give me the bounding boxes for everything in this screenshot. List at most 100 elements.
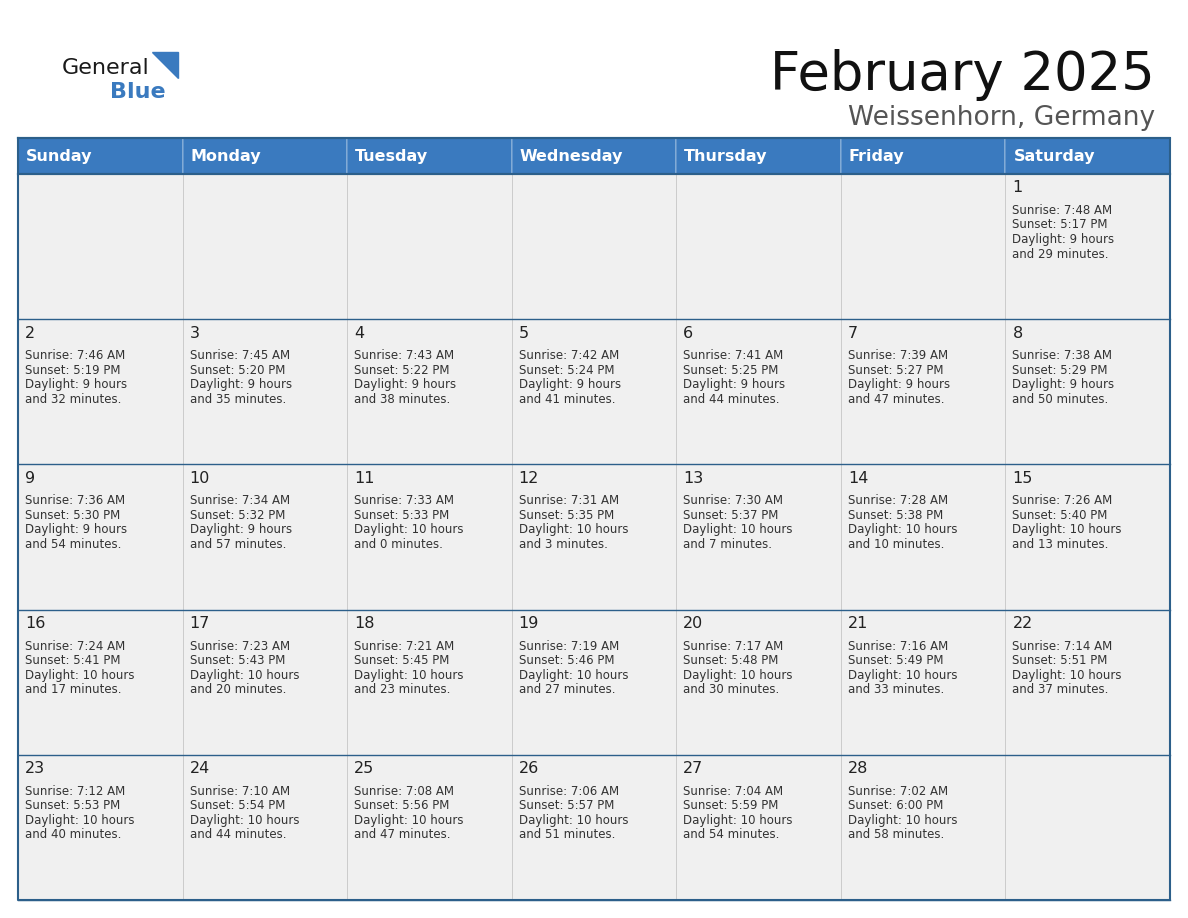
Text: Sunrise: 7:39 AM: Sunrise: 7:39 AM [848,349,948,363]
Text: Daylight: 10 hours: Daylight: 10 hours [848,813,958,827]
Text: 28: 28 [848,761,868,777]
Bar [841,465,1005,610]
Bar [347,610,512,755]
Text: Sunrise: 7:14 AM: Sunrise: 7:14 AM [1012,640,1113,653]
Text: Daylight: 10 hours: Daylight: 10 hours [354,668,463,681]
Polygon shape [152,52,178,78]
Bar [676,755,841,900]
Text: 16: 16 [25,616,45,631]
Text: Sunrise: 7:46 AM: Sunrise: 7:46 AM [25,349,125,363]
Text: Sunset: 5:35 PM: Sunset: 5:35 PM [519,509,614,522]
Text: 22: 22 [1012,616,1032,631]
Text: Daylight: 10 hours: Daylight: 10 hours [190,813,299,827]
Text: and 17 minutes.: and 17 minutes. [25,683,121,696]
Bar [512,755,676,900]
Text: Sunset: 5:53 PM: Sunset: 5:53 PM [25,800,120,812]
Text: Daylight: 9 hours: Daylight: 9 hours [25,523,127,536]
Text: and 44 minutes.: and 44 minutes. [683,393,779,406]
Text: Daylight: 10 hours: Daylight: 10 hours [25,668,134,681]
Text: February 2025: February 2025 [770,49,1155,101]
Text: Sunset: 5:30 PM: Sunset: 5:30 PM [25,509,120,522]
Text: and 27 minutes.: and 27 minutes. [519,683,615,696]
Text: Sunday: Sunday [26,149,93,163]
Text: Sunset: 5:59 PM: Sunset: 5:59 PM [683,800,778,812]
Text: Sunrise: 7:28 AM: Sunrise: 7:28 AM [848,495,948,508]
Text: Sunset: 5:54 PM: Sunset: 5:54 PM [190,800,285,812]
Text: Sunset: 5:45 PM: Sunset: 5:45 PM [354,655,449,667]
Text: and 54 minutes.: and 54 minutes. [683,828,779,841]
Bar [676,174,841,319]
Bar [347,465,512,610]
Text: Sunset: 6:00 PM: Sunset: 6:00 PM [848,800,943,812]
Text: Blue: Blue [110,82,165,102]
Bar [347,174,512,319]
Text: and 47 minutes.: and 47 minutes. [354,828,450,841]
Text: Daylight: 9 hours: Daylight: 9 hours [848,378,950,391]
Text: Sunset: 5:19 PM: Sunset: 5:19 PM [25,364,120,376]
Text: Thursday: Thursday [684,149,767,163]
Text: Sunrise: 7:24 AM: Sunrise: 7:24 AM [25,640,125,653]
Text: 7: 7 [848,326,858,341]
Text: and 0 minutes.: and 0 minutes. [354,538,443,551]
Text: Sunrise: 7:23 AM: Sunrise: 7:23 AM [190,640,290,653]
Text: 25: 25 [354,761,374,777]
Bar [512,465,676,610]
Text: Daylight: 9 hours: Daylight: 9 hours [354,378,456,391]
Bar [183,610,347,755]
Text: Monday: Monday [190,149,261,163]
Text: 13: 13 [683,471,703,486]
Text: Sunrise: 7:48 AM: Sunrise: 7:48 AM [1012,204,1112,217]
Text: Friday: Friday [849,149,904,163]
Bar [1005,465,1170,610]
Text: Sunset: 5:33 PM: Sunset: 5:33 PM [354,509,449,522]
Text: 18: 18 [354,616,374,631]
Bar [18,465,183,610]
Text: Sunset: 5:29 PM: Sunset: 5:29 PM [1012,364,1108,376]
Text: and 41 minutes.: and 41 minutes. [519,393,615,406]
Text: and 44 minutes.: and 44 minutes. [190,828,286,841]
Bar [841,319,1005,465]
Text: Daylight: 10 hours: Daylight: 10 hours [848,523,958,536]
Text: Sunset: 5:25 PM: Sunset: 5:25 PM [683,364,778,376]
Text: Sunrise: 7:02 AM: Sunrise: 7:02 AM [848,785,948,798]
Text: and 7 minutes.: and 7 minutes. [683,538,772,551]
Text: Sunset: 5:37 PM: Sunset: 5:37 PM [683,509,778,522]
Text: Daylight: 9 hours: Daylight: 9 hours [25,378,127,391]
Bar [18,138,183,174]
Text: and 3 minutes.: and 3 minutes. [519,538,607,551]
Text: 17: 17 [190,616,210,631]
Text: Daylight: 9 hours: Daylight: 9 hours [683,378,785,391]
Text: Sunset: 5:40 PM: Sunset: 5:40 PM [1012,509,1107,522]
Text: and 38 minutes.: and 38 minutes. [354,393,450,406]
Text: and 23 minutes.: and 23 minutes. [354,683,450,696]
Text: Daylight: 10 hours: Daylight: 10 hours [519,523,628,536]
Text: Sunrise: 7:10 AM: Sunrise: 7:10 AM [190,785,290,798]
Text: 15: 15 [1012,471,1032,486]
Text: 11: 11 [354,471,374,486]
Bar [1005,319,1170,465]
Bar [676,138,841,174]
Bar [347,319,512,465]
Text: and 32 minutes.: and 32 minutes. [25,393,121,406]
Text: 8: 8 [1012,326,1023,341]
Text: 5: 5 [519,326,529,341]
Text: Daylight: 10 hours: Daylight: 10 hours [354,813,463,827]
Text: Sunrise: 7:43 AM: Sunrise: 7:43 AM [354,349,454,363]
Text: Daylight: 10 hours: Daylight: 10 hours [683,523,792,536]
Text: and 30 minutes.: and 30 minutes. [683,683,779,696]
Bar [1005,610,1170,755]
Text: Sunset: 5:20 PM: Sunset: 5:20 PM [190,364,285,376]
Bar [347,755,512,900]
Text: Sunrise: 7:06 AM: Sunrise: 7:06 AM [519,785,619,798]
Text: Daylight: 10 hours: Daylight: 10 hours [519,668,628,681]
Text: 9: 9 [25,471,36,486]
Bar [18,755,183,900]
Text: and 51 minutes.: and 51 minutes. [519,828,615,841]
Bar [676,319,841,465]
Text: Sunrise: 7:19 AM: Sunrise: 7:19 AM [519,640,619,653]
Text: Daylight: 9 hours: Daylight: 9 hours [1012,233,1114,246]
Bar [841,138,1005,174]
Bar [18,610,183,755]
Bar [512,610,676,755]
Text: Sunrise: 7:42 AM: Sunrise: 7:42 AM [519,349,619,363]
